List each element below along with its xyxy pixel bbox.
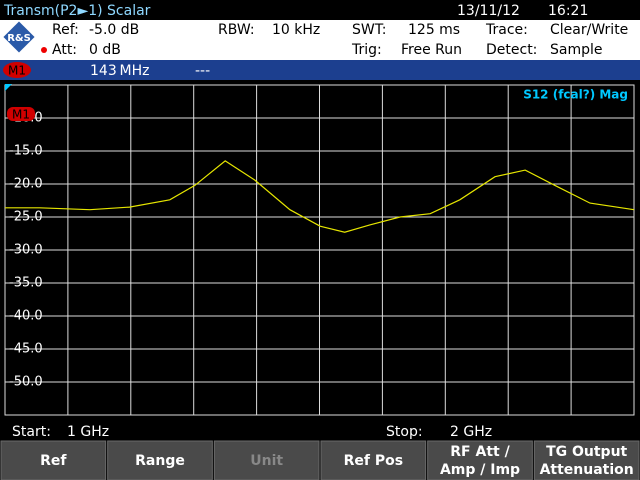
- trace-label: S12 (fcal?) Mag: [523, 88, 628, 102]
- softkey-label[interactable]: Unit: [250, 453, 283, 469]
- y-tick-label: -35.0: [9, 276, 43, 291]
- softkey[interactable]: [0, 440, 107, 480]
- att-indicator: [41, 47, 47, 53]
- rbw-label: RBW:: [218, 22, 255, 38]
- marker-flag-name: M1: [12, 108, 30, 122]
- y-tick-label: -50.0: [9, 375, 43, 390]
- plot: -50.0 -45.0 -40.0 -35.0 -30.0 -25.0 -20.0 -15.0…: [4, 84, 635, 416]
- att-value: 0 dB: [89, 42, 121, 58]
- trace-indicator: [5, 84, 12, 91]
- start-label: Start:: [12, 424, 51, 440]
- trig-label: Trig:: [351, 42, 382, 58]
- ref-value: -5.0 dB: [89, 22, 139, 38]
- softkey[interactable]: [320, 440, 427, 480]
- y-tick-label: -20.0: [9, 177, 43, 192]
- stop-label: Stop:: [386, 424, 423, 440]
- marker-bar: [0, 60, 640, 80]
- marker-badge: [3, 62, 31, 78]
- ref-label: Ref:: [52, 22, 79, 38]
- y-tick-label: -25.0: [9, 210, 43, 225]
- trace-value: Clear/Write: [550, 22, 628, 38]
- att-label: Att:: [52, 42, 77, 58]
- start-value: 1 GHz: [67, 424, 109, 440]
- softkey[interactable]: [533, 440, 640, 480]
- softkey-label[interactable]: Ref Pos: [344, 453, 403, 469]
- title-bar: [0, 0, 640, 20]
- trace: [5, 160, 635, 233]
- y-tick-label: -30.0: [9, 243, 43, 258]
- trace-label: Trace:: [485, 22, 528, 38]
- mode-title: Transm(P2►1) Scalar: [3, 3, 151, 19]
- softkey[interactable]: [107, 440, 213, 480]
- softkey[interactable]: [427, 440, 533, 480]
- y-tick-label: -15.0: [9, 144, 43, 159]
- softkey-label[interactable]: RF Att /: [450, 444, 510, 460]
- softkey-label[interactable]: Attenuation: [540, 462, 634, 478]
- y-tick-label: -40.0: [9, 309, 43, 324]
- softkey-label[interactable]: Amp / Imp: [440, 462, 520, 478]
- trig-value: Free Run: [401, 42, 462, 58]
- softkeys: Ref Range Unit Ref Pos RF Att / Amp / Imp TG O…: [0, 440, 640, 480]
- marker-flag-box: [7, 107, 35, 121]
- marker-level: ---: [195, 63, 210, 79]
- softkey[interactable]: [213, 440, 320, 480]
- stop-value: 2 GHz: [450, 424, 492, 440]
- softkey-label[interactable]: Range: [135, 453, 185, 469]
- softkey-label[interactable]: Ref: [40, 453, 67, 469]
- rbw-value: 10 kHz: [272, 22, 320, 38]
- softkey-label[interactable]: TG Output: [546, 444, 627, 460]
- time: 16:21: [548, 3, 588, 19]
- marker-frequency: 143 MHz: [90, 63, 149, 79]
- detect-label: Detect:: [486, 42, 537, 58]
- swt-value: 125 ms: [408, 22, 460, 38]
- y-tick-label: -45.0: [9, 342, 43, 357]
- marker-name: M1: [8, 64, 26, 78]
- detect-value: Sample: [550, 42, 603, 58]
- svg-text:R&S: R&S: [7, 33, 31, 44]
- date: 13/11/12: [457, 3, 520, 19]
- swt-label: SWT:: [352, 22, 386, 38]
- settings-panel: [0, 20, 640, 60]
- marker-flag: M1: [7, 107, 35, 122]
